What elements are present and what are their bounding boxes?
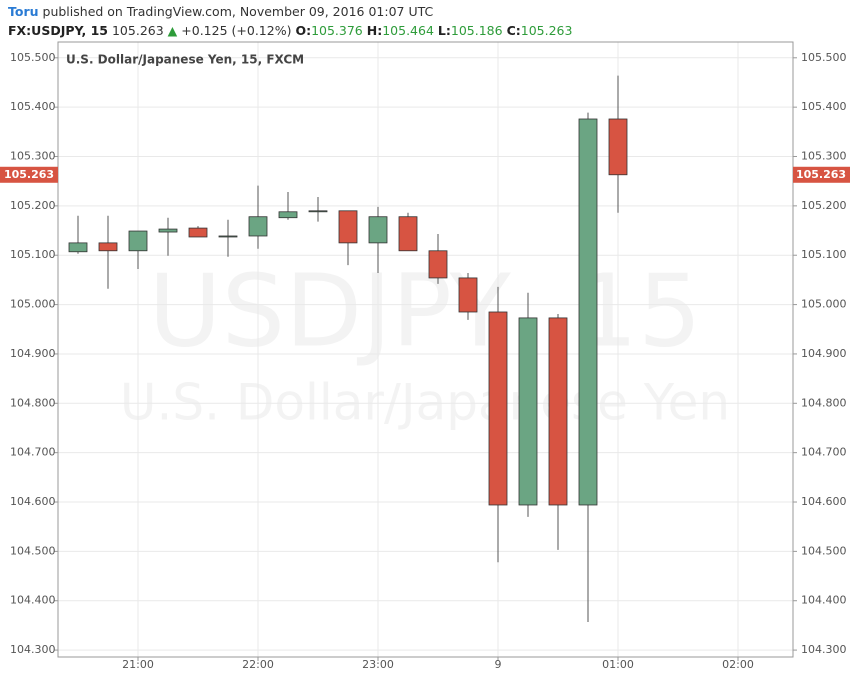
open: 105.376: [311, 23, 363, 38]
y-tick-label: 104.900: [10, 347, 56, 360]
candle-body: [308, 210, 328, 213]
close: 105.263: [520, 23, 573, 38]
candle-body: [338, 210, 358, 244]
low-label: L:: [437, 23, 451, 38]
y-tick-label: 105.000: [10, 298, 56, 311]
y-tick-label: 105.200: [801, 199, 847, 212]
y-tick-label: 105.400: [801, 100, 847, 113]
publish-line: Toru published on TradingView.com, Novem…: [8, 2, 572, 21]
x-tick-label: 9: [495, 658, 502, 671]
open-label: O:: [295, 23, 312, 38]
price: 105.263: [111, 23, 164, 38]
last-price-label: 105.263: [4, 168, 54, 181]
candle-body: [368, 216, 388, 244]
watermark-name: U.S. Dollar/Japanese Yen: [120, 374, 730, 432]
published: published on TradingView.com, November 0…: [42, 4, 434, 19]
high-label: H:: [366, 23, 383, 38]
x-tick-label: 21:00: [122, 658, 154, 671]
y-tick-label: 104.500: [10, 544, 56, 557]
candle-body: [488, 311, 508, 506]
y-tick-label: 104.300: [801, 643, 847, 656]
y-tick-label: 104.700: [801, 446, 847, 459]
last-price-box: [793, 166, 850, 183]
author[interactable]: Toru: [8, 4, 39, 19]
candle-body: [518, 317, 538, 506]
candle-body: [578, 118, 598, 506]
y-tick-label: 104.600: [10, 495, 56, 508]
y-tick-label: 105.300: [801, 150, 847, 163]
plot-frame: [57, 41, 794, 658]
change: +0.125 (+0.12%): [181, 23, 292, 38]
y-tick-label: 105.000: [801, 298, 847, 311]
candle-body: [548, 317, 568, 506]
watermark-symbol: USDJPY, 15: [148, 252, 701, 369]
candle-body: [458, 277, 478, 313]
y-tick-label: 104.500: [801, 544, 847, 557]
quote-line: FX:USDJPY, 15 105.263 ▲ +0.125 (+0.12%) …: [8, 21, 572, 40]
y-tick-label: 104.800: [10, 396, 56, 409]
low: 105.186: [450, 23, 503, 38]
y-tick-label: 104.400: [801, 594, 847, 607]
x-tick-label: 02:00: [722, 658, 754, 671]
close-label: C:: [506, 23, 521, 38]
y-tick-label: 105.100: [801, 248, 847, 261]
candle-body: [608, 118, 628, 176]
candle-body: [398, 216, 418, 252]
y-tick-label: 104.600: [801, 495, 847, 508]
y-tick-label: 105.200: [10, 199, 56, 212]
candle-body: [188, 227, 208, 238]
y-tick-label: 104.300: [10, 643, 56, 656]
y-tick-label: 105.400: [10, 100, 56, 113]
candle-body: [158, 228, 178, 233]
y-tick-label: 104.400: [10, 594, 56, 607]
y-tick-label: 105.500: [801, 51, 847, 64]
y-tick-label: 104.900: [801, 347, 847, 360]
arrow: ▲: [167, 23, 178, 38]
last-price-box: [0, 166, 58, 183]
symbol: FX:USDJPY, 15: [8, 23, 108, 38]
high: 105.464: [382, 23, 434, 38]
candle-body: [98, 242, 118, 252]
y-tick-label: 104.800: [801, 396, 847, 409]
x-tick-label: 01:00: [602, 658, 634, 671]
y-tick-label: 104.700: [10, 446, 56, 459]
chart-title: U.S. Dollar/Japanese Yen, 15, FXCM: [66, 53, 304, 67]
candle-body: [428, 250, 448, 279]
candle-body: [68, 242, 88, 253]
x-tick-label: 22:00: [242, 658, 274, 671]
x-tick-label: 23:00: [362, 658, 394, 671]
last-price-label: 105.263: [796, 168, 846, 181]
y-tick-label: 105.300: [10, 150, 56, 163]
candle-body: [218, 235, 238, 238]
y-tick-label: 105.100: [10, 248, 56, 261]
candle-body: [278, 211, 298, 219]
candle-body: [248, 216, 268, 237]
y-tick-label: 105.500: [10, 51, 56, 64]
header: Toru published on TradingView.com, Novem…: [8, 2, 572, 40]
candle-body: [128, 230, 148, 252]
